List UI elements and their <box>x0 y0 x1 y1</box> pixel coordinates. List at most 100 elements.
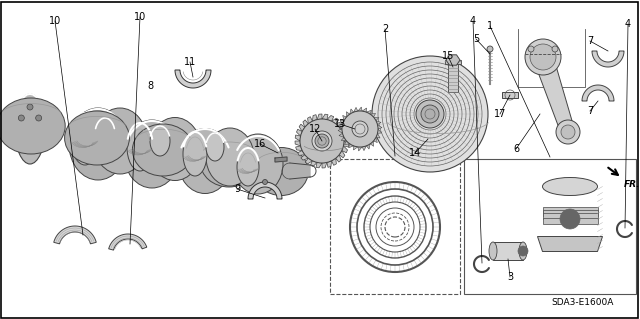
Circle shape <box>312 131 332 151</box>
Polygon shape <box>378 129 381 133</box>
Polygon shape <box>353 146 358 150</box>
Circle shape <box>262 180 268 184</box>
Text: 1: 1 <box>487 21 493 31</box>
Polygon shape <box>446 55 460 65</box>
Polygon shape <box>339 125 342 129</box>
Polygon shape <box>109 234 147 250</box>
Ellipse shape <box>237 148 259 186</box>
Polygon shape <box>374 137 378 143</box>
Ellipse shape <box>15 94 45 164</box>
Text: 9: 9 <box>234 184 240 194</box>
Polygon shape <box>248 182 282 199</box>
Ellipse shape <box>206 133 224 161</box>
Polygon shape <box>342 131 348 136</box>
Polygon shape <box>317 114 322 120</box>
Text: 15: 15 <box>442 51 454 61</box>
Circle shape <box>416 100 444 128</box>
Ellipse shape <box>150 126 170 156</box>
Bar <box>464 159 636 294</box>
Polygon shape <box>322 114 328 120</box>
Polygon shape <box>298 151 305 155</box>
Text: 10: 10 <box>49 16 61 26</box>
Text: 11: 11 <box>184 57 196 67</box>
Circle shape <box>421 105 439 123</box>
Ellipse shape <box>519 242 527 260</box>
Circle shape <box>528 46 534 52</box>
Ellipse shape <box>149 117 201 181</box>
Polygon shape <box>338 129 342 133</box>
Polygon shape <box>275 157 287 162</box>
Polygon shape <box>448 64 458 92</box>
Circle shape <box>525 39 561 75</box>
Text: 4: 4 <box>625 19 631 29</box>
Ellipse shape <box>95 118 115 150</box>
Polygon shape <box>534 54 575 134</box>
Circle shape <box>487 46 493 52</box>
Polygon shape <box>366 144 370 149</box>
Polygon shape <box>312 115 317 121</box>
Polygon shape <box>342 146 348 153</box>
Text: 10: 10 <box>134 12 146 22</box>
Text: 16: 16 <box>254 139 266 149</box>
Text: 3: 3 <box>507 272 513 282</box>
Text: 17: 17 <box>494 109 506 119</box>
Polygon shape <box>316 162 322 168</box>
Bar <box>330 159 460 294</box>
Polygon shape <box>332 158 337 165</box>
Polygon shape <box>362 108 367 112</box>
Polygon shape <box>538 236 602 251</box>
Circle shape <box>556 120 580 144</box>
Polygon shape <box>336 155 341 162</box>
Ellipse shape <box>132 124 194 176</box>
Polygon shape <box>339 133 344 137</box>
Polygon shape <box>336 122 343 127</box>
Text: 13: 13 <box>334 119 346 129</box>
Polygon shape <box>543 218 598 224</box>
Polygon shape <box>296 129 302 136</box>
Polygon shape <box>582 85 614 101</box>
Ellipse shape <box>543 177 598 196</box>
Polygon shape <box>342 115 346 121</box>
Text: 7: 7 <box>587 36 593 46</box>
Polygon shape <box>340 120 344 125</box>
Circle shape <box>19 115 24 121</box>
Ellipse shape <box>65 111 129 165</box>
Polygon shape <box>374 117 379 121</box>
Ellipse shape <box>254 147 308 196</box>
Polygon shape <box>362 146 366 151</box>
Polygon shape <box>493 242 523 260</box>
Circle shape <box>352 121 368 137</box>
Polygon shape <box>376 121 381 125</box>
Ellipse shape <box>93 108 147 174</box>
Polygon shape <box>350 109 354 114</box>
Text: 12: 12 <box>309 124 321 134</box>
Polygon shape <box>346 112 350 117</box>
Polygon shape <box>296 146 302 151</box>
Circle shape <box>564 213 576 225</box>
Text: SDA3-E1600A: SDA3-E1600A <box>552 298 614 307</box>
Polygon shape <box>341 137 346 141</box>
Circle shape <box>315 134 329 148</box>
Text: FR.: FR. <box>624 180 640 189</box>
Circle shape <box>300 119 344 163</box>
Circle shape <box>342 111 378 147</box>
Polygon shape <box>376 133 380 138</box>
Text: 5: 5 <box>473 34 479 44</box>
Circle shape <box>561 125 575 139</box>
Polygon shape <box>290 163 310 179</box>
Polygon shape <box>327 115 333 121</box>
Polygon shape <box>299 124 305 131</box>
Polygon shape <box>445 60 461 64</box>
Polygon shape <box>301 155 308 160</box>
Ellipse shape <box>127 123 153 171</box>
Polygon shape <box>370 114 376 117</box>
Circle shape <box>372 56 488 172</box>
Text: 14: 14 <box>409 148 421 158</box>
Polygon shape <box>327 161 332 167</box>
Polygon shape <box>354 108 358 112</box>
Ellipse shape <box>206 128 254 186</box>
Polygon shape <box>339 151 345 158</box>
Polygon shape <box>358 147 362 151</box>
Ellipse shape <box>178 129 232 194</box>
Polygon shape <box>378 125 382 129</box>
